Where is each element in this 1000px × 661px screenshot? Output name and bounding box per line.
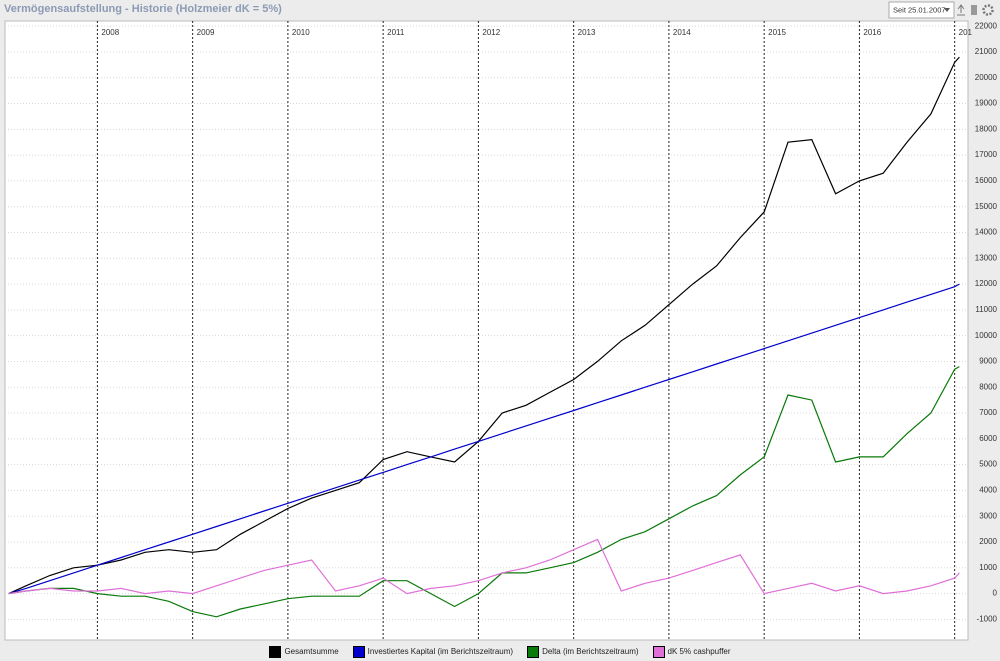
y-tick-label: 0 bbox=[993, 589, 998, 598]
legend-swatch bbox=[652, 646, 665, 658]
x-tick-label: 2014 bbox=[673, 28, 691, 37]
series-line bbox=[8, 56, 960, 595]
y-tick-label: 8000 bbox=[979, 382, 997, 391]
legend-item[interactable]: Investiertes Kapital (im Berichtszeitrau… bbox=[352, 646, 514, 658]
copy-icon[interactable] bbox=[971, 5, 977, 15]
y-tick-label: 4000 bbox=[979, 486, 997, 495]
x-tick-label: 2016 bbox=[863, 28, 881, 37]
x-tick-label: 201 bbox=[959, 28, 973, 37]
y-tick-label: 11000 bbox=[975, 305, 997, 314]
y-tick-label: 22000 bbox=[975, 21, 998, 30]
legend-swatch bbox=[269, 646, 282, 658]
legend-label: Investiertes Kapital (im Berichtszeitrau… bbox=[367, 647, 514, 657]
legend-item[interactable]: dK 5% cashpuffer bbox=[652, 646, 731, 658]
y-tick-label: 21000 bbox=[975, 47, 998, 56]
y-tick-label: 9000 bbox=[979, 357, 997, 366]
y-tick-label: 3000 bbox=[979, 511, 997, 520]
y-tick-label: 17000 bbox=[975, 150, 998, 159]
legend-item[interactable]: Delta (im Berichtszeitraum) bbox=[527, 646, 639, 658]
legend-label: Gesamtsumme bbox=[284, 647, 339, 657]
y-tick-label: 12000 bbox=[975, 279, 998, 288]
legend-swatch bbox=[352, 646, 365, 658]
y-tick-label: 16000 bbox=[975, 176, 998, 185]
settings-icon[interactable] bbox=[982, 4, 994, 16]
x-tick-label: 2009 bbox=[197, 28, 215, 37]
chart: Vermögensaufstellung - Historie (Holzmei… bbox=[4, 1, 998, 641]
select-text: Seit 25.01.2007 bbox=[893, 5, 946, 14]
legend-label: Delta (im Berichtszeitraum) bbox=[542, 647, 639, 657]
x-tick-label: 2012 bbox=[482, 28, 500, 37]
range-select[interactable]: Seit 25.01.2007 bbox=[888, 1, 955, 19]
y-tick-label: 14000 bbox=[975, 228, 998, 237]
y-tick-label: 20000 bbox=[975, 73, 998, 82]
y-tick-label: 7000 bbox=[979, 408, 997, 417]
y-tick-label: 6000 bbox=[979, 434, 997, 443]
y-tick-label: 13000 bbox=[975, 253, 998, 262]
y-tick-label: 2000 bbox=[979, 537, 997, 546]
y-tick-label: 1000 bbox=[979, 563, 997, 572]
series-line bbox=[8, 538, 960, 595]
x-tick-label: 2010 bbox=[292, 28, 310, 37]
x-tick-label: 2008 bbox=[101, 28, 119, 37]
legend-item[interactable]: Gesamtsumme bbox=[269, 646, 339, 658]
series-line bbox=[8, 283, 960, 595]
y-tick-label: 19000 bbox=[975, 99, 998, 108]
select-box[interactable] bbox=[888, 1, 955, 19]
y-tick-label: 10000 bbox=[975, 331, 998, 340]
legend-label: dK 5% cashpuffer bbox=[667, 647, 731, 657]
legend: Gesamtsumme Investiertes Kapital (im Beri… bbox=[0, 646, 1000, 658]
export-icon[interactable] bbox=[957, 4, 965, 16]
legend-swatch bbox=[527, 646, 540, 658]
series-line bbox=[8, 366, 960, 618]
x-tick-label: 2015 bbox=[768, 28, 786, 37]
plot-area bbox=[4, 20, 969, 641]
select-arrow bbox=[944, 8, 950, 12]
y-tick-label: 15000 bbox=[975, 202, 998, 211]
chart-title: Vermögensaufstellung - Historie (Holzmei… bbox=[4, 3, 282, 15]
x-tick-label: 2013 bbox=[578, 28, 596, 37]
x-tick-label: 2011 bbox=[387, 28, 405, 37]
y-tick-label: -1000 bbox=[977, 614, 998, 623]
y-tick-label: 18000 bbox=[975, 124, 998, 133]
y-tick-label: 5000 bbox=[979, 460, 997, 469]
